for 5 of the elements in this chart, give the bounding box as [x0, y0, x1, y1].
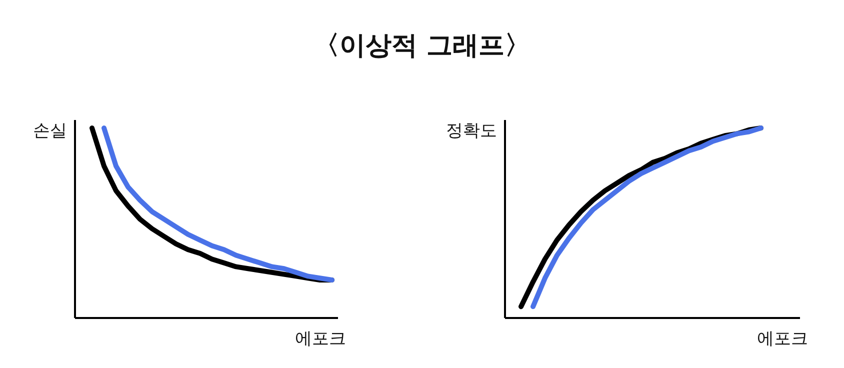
y-axis-title: 정확도	[446, 121, 497, 141]
x-axis-title: 에포크	[295, 329, 346, 349]
text: 〈이상적 그래프〉	[313, 31, 531, 61]
y-axis-title: 손실	[33, 121, 67, 141]
x-axis-title: 에포크	[757, 329, 808, 349]
